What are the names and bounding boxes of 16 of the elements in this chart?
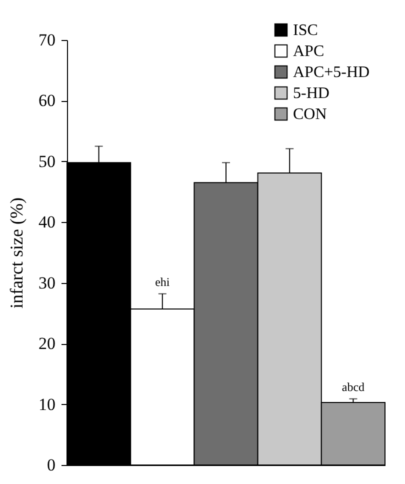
y-tick-label: 50 [38, 152, 56, 171]
y-axis-title: infarct size (%) [6, 198, 26, 308]
annotation: abcd [342, 380, 365, 394]
y-tick-label: 60 [38, 91, 56, 110]
y-tick-label: 10 [38, 394, 56, 414]
legend-label: 5-HD [293, 85, 330, 102]
y-tick-label: 0 [47, 456, 56, 474]
legend-label: ISC [293, 22, 318, 39]
y-tick-label: 70 [38, 30, 56, 50]
legend-label: APC [293, 43, 324, 60]
y-tick-label: 40 [38, 212, 56, 232]
legend-label: APC+5-HD [293, 64, 370, 81]
annotation: ehi [155, 274, 170, 289]
y-tick-label: 30 [38, 273, 56, 292]
legend-label: CON [293, 106, 328, 123]
y-tick-label: 20 [38, 334, 56, 354]
